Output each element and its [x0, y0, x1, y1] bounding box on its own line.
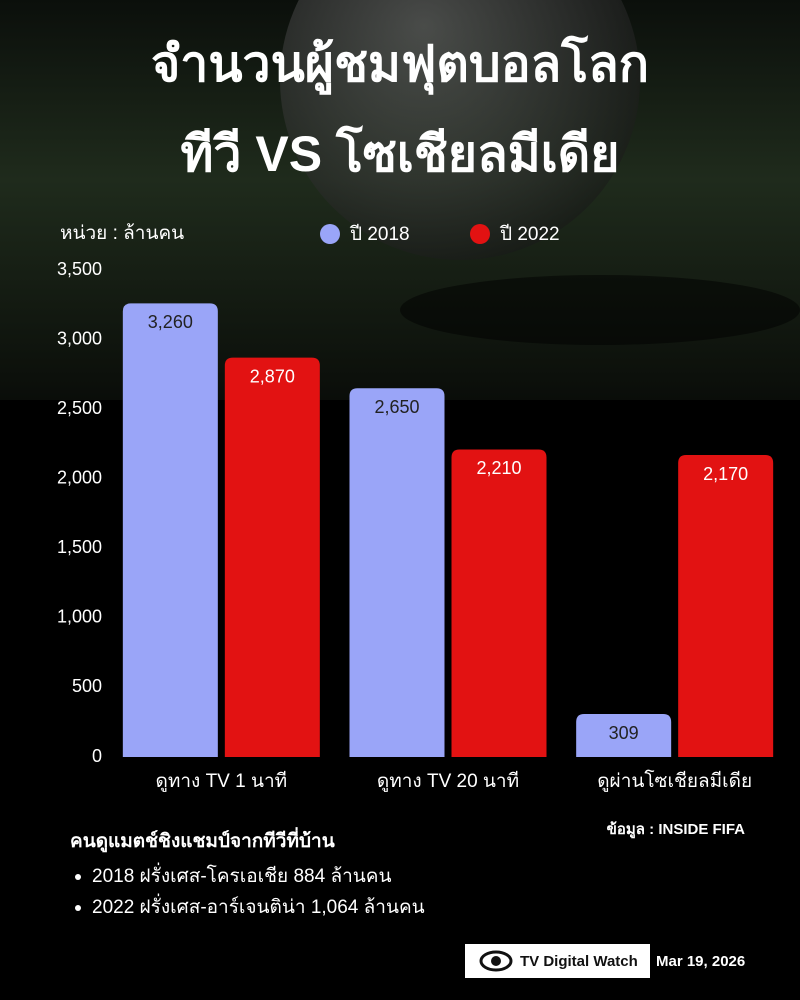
y-tick-label: 1,000	[57, 607, 102, 627]
y-tick-label: 3,500	[57, 259, 102, 279]
note-item: 2018 ฝรั่งเศส-โครเอเชีย 884 ล้านคน	[92, 862, 391, 887]
bullet	[75, 874, 81, 880]
value-label: 2,870	[250, 366, 295, 386]
value-label: 2,210	[476, 458, 521, 478]
bar	[224, 357, 320, 757]
value-label: 3,260	[148, 312, 193, 332]
notes-heading: คนดูแมตช์ชิงแชมป์จากทีวีที่บ้าน	[70, 827, 335, 853]
y-tick-label: 0	[92, 746, 102, 766]
x-tick-label: ดูทาง TV 20 นาที	[377, 770, 519, 792]
y-tick-label: 3,000	[57, 328, 102, 348]
y-tick-label: 2,000	[57, 467, 102, 487]
x-tick-label: ดูผ่านโซเชียลมีเดีย	[597, 769, 752, 792]
title-line: จำนวนผู้ชมฟุตบอลโลก	[151, 34, 649, 95]
unit-label: หน่วย : ล้านคน	[60, 223, 184, 244]
ball	[280, 0, 640, 260]
legend-swatch	[470, 224, 490, 244]
bar	[576, 714, 672, 757]
bar	[349, 388, 445, 757]
value-label: 2,650	[374, 397, 419, 417]
source: ข้อมูล : INSIDE FIFA	[607, 821, 746, 839]
bar	[678, 455, 774, 757]
y-tick-label: 2,500	[57, 398, 102, 418]
ball-shadow	[400, 275, 800, 345]
note-item: 2022 ฝรั่งเศส-อาร์เจนติน่า 1,064 ล้านคน	[92, 893, 425, 918]
x-tick-label: ดูทาง TV 1 นาที	[155, 770, 287, 792]
bar	[451, 449, 547, 757]
date: Mar 19, 2026	[656, 953, 745, 970]
legend-label: ปี 2022	[499, 223, 559, 245]
legend-swatch	[320, 224, 340, 244]
eye-icon	[479, 950, 513, 972]
bullet	[75, 905, 81, 911]
value-label: 309	[609, 723, 639, 743]
eye-pupil	[491, 956, 501, 966]
brand: TV Digital Watch	[520, 953, 638, 970]
legend-label: ปี 2018	[349, 223, 409, 245]
y-tick-label: 500	[72, 676, 102, 696]
y-tick-label: 1,500	[57, 537, 102, 557]
title-line: ทีวี VS โซเชียลมีเดีย	[180, 124, 619, 182]
bar	[122, 303, 218, 757]
value-label: 2,170	[703, 464, 748, 484]
